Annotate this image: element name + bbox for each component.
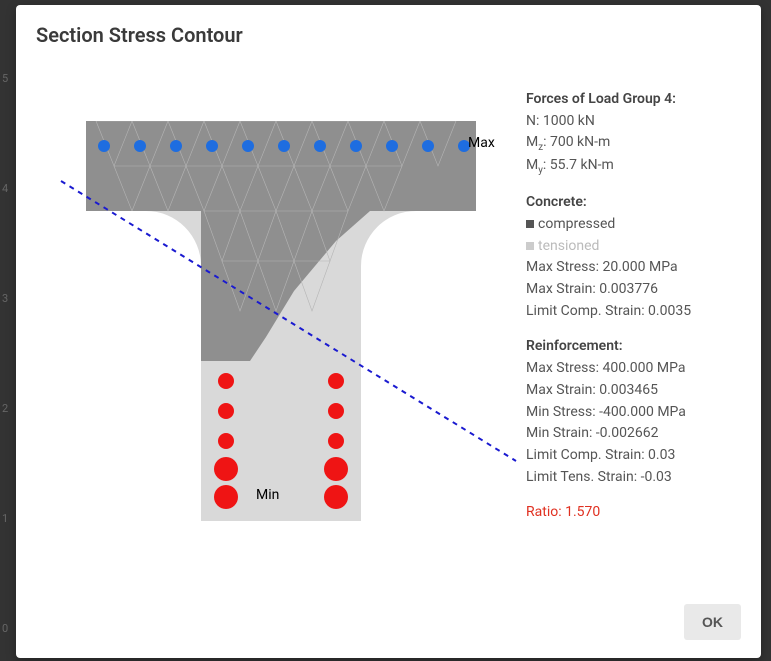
svg-text:Max: Max: [468, 135, 495, 151]
concrete-limit-comp: Limit Comp. Strain: 0.0035: [526, 301, 741, 323]
diagram-pane: Max Min: [36, 61, 526, 590]
reinf-min-strain: Min Strain: -0.002662: [526, 423, 741, 445]
info-pane: Forces of Load Group 4: N: 1000 kN Mz: 7…: [526, 61, 741, 590]
force-Mz: Mz: 700 kN-m: [526, 132, 741, 155]
concrete-max-strain: Max Strain: 0.003776: [526, 279, 741, 301]
ratio-value: Ratio: 1.570: [526, 502, 741, 524]
dialog-body: Max Min Forces of Load Group 4: N: 1000 k…: [16, 61, 761, 590]
reinf-limit-tens: Limit Tens. Strain: -0.03: [526, 467, 741, 489]
force-My: My: 55.7 kN-m: [526, 155, 741, 178]
legend-square-light-icon: [526, 242, 534, 250]
concrete-max-stress: Max Stress: 20.000 MPa: [526, 257, 741, 279]
legend-tensioned: tensioned: [526, 236, 741, 258]
reinf-limit-comp: Limit Comp. Strain: 0.03: [526, 445, 741, 467]
svg-text:Min: Min: [256, 487, 279, 503]
ok-button[interactable]: OK: [684, 604, 741, 640]
reinf-heading: Reinforcement:: [526, 336, 741, 358]
dialog-title: Section Stress Contour: [16, 5, 761, 61]
reinf-max-stress: Max Stress: 400.000 MPa: [526, 358, 741, 380]
legend-compressed: compressed: [526, 214, 741, 236]
force-N: N: 1000 kN: [526, 111, 741, 133]
section-diagram: Max Min: [36, 61, 526, 551]
reinf-min-stress: Min Stress: -400.000 MPa: [526, 402, 741, 424]
section-stress-dialog: Section Stress Contour Max Min Forces of …: [16, 5, 761, 658]
legend-square-dark-icon: [526, 220, 534, 228]
reinf-max-strain: Max Strain: 0.003465: [526, 380, 741, 402]
forces-heading: Forces of Load Group 4:: [526, 89, 741, 111]
concrete-heading: Concrete:: [526, 192, 741, 214]
dialog-footer: OK: [16, 590, 761, 658]
